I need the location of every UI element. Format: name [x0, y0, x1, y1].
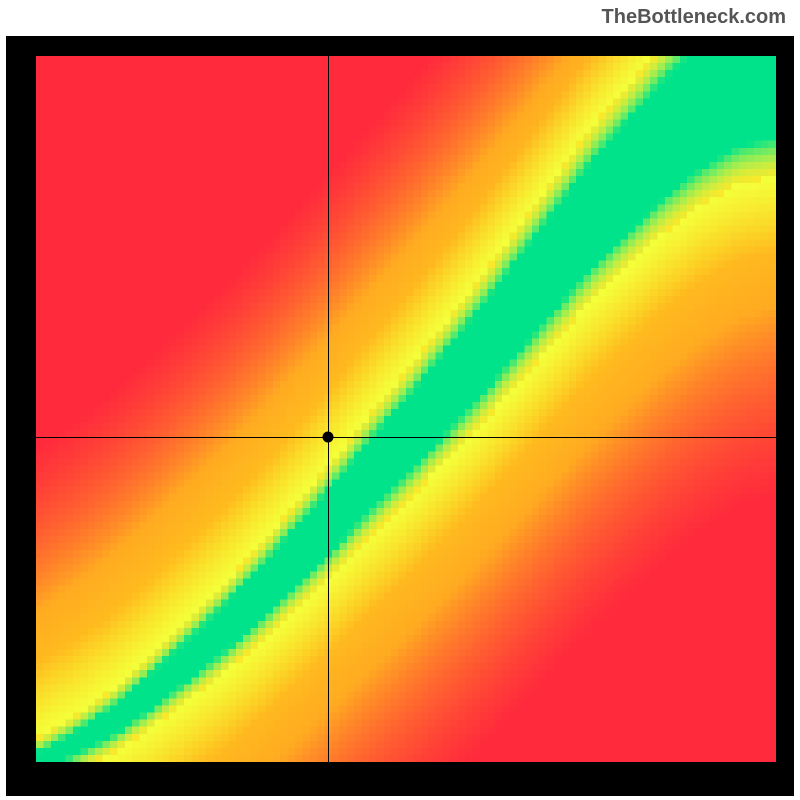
crosshair-marker[interactable]	[323, 432, 334, 443]
container: TheBottleneck.com	[0, 0, 800, 800]
heatmap-canvas	[36, 56, 776, 762]
crosshair-horizontal	[36, 437, 776, 438]
attribution-text: TheBottleneck.com	[602, 6, 786, 29]
crosshair-vertical	[328, 56, 329, 762]
chart-frame	[6, 36, 794, 796]
plot-area[interactable]	[36, 56, 776, 762]
